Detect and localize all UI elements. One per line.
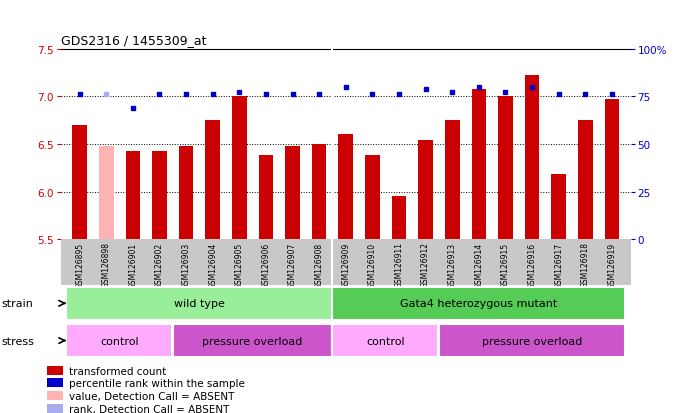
Bar (332, 324, 439, 357)
Text: GSM126901: GSM126901 (128, 242, 138, 288)
Text: GSM126895: GSM126895 (75, 242, 84, 288)
Bar (392, 197, 406, 240)
Bar (285, 147, 300, 240)
Bar (551, 175, 566, 240)
Text: stress: stress (1, 336, 34, 346)
Bar (73, 126, 87, 240)
Bar (47, 404, 63, 413)
Bar (47, 366, 63, 375)
Text: pressure overload: pressure overload (203, 336, 303, 346)
Text: GSM126918: GSM126918 (581, 242, 590, 288)
Bar (525, 76, 540, 240)
Text: GSM126904: GSM126904 (208, 242, 217, 288)
Text: percentile rank within the sample: percentile rank within the sample (69, 378, 245, 388)
Text: wild type: wild type (174, 299, 225, 309)
Bar (578, 121, 593, 240)
Bar (418, 141, 433, 240)
Bar (498, 97, 513, 240)
Bar (232, 97, 247, 240)
Bar (445, 121, 460, 240)
Text: GSM126916: GSM126916 (527, 242, 536, 288)
Bar (605, 100, 619, 240)
Bar (338, 135, 353, 240)
Bar (99, 147, 114, 240)
Bar (125, 151, 140, 240)
Text: control: control (366, 336, 405, 346)
Text: GSM126905: GSM126905 (235, 242, 244, 288)
Text: Gata4 heterozygous mutant: Gata4 heterozygous mutant (400, 299, 557, 309)
Text: GSM126908: GSM126908 (315, 242, 323, 288)
Bar (173, 324, 332, 357)
Bar (179, 147, 193, 240)
Text: pressure overload: pressure overload (482, 336, 582, 346)
Text: GSM126913: GSM126913 (447, 242, 457, 288)
Text: GSM126914: GSM126914 (475, 242, 483, 288)
Bar (66, 324, 172, 357)
Bar (365, 156, 380, 240)
Text: GSM126907: GSM126907 (288, 242, 297, 288)
Bar (47, 378, 63, 387)
Text: GSM126898: GSM126898 (102, 242, 111, 288)
Text: GSM126903: GSM126903 (182, 242, 191, 288)
Text: GSM126919: GSM126919 (607, 242, 616, 288)
Bar (439, 324, 624, 357)
Bar (332, 287, 624, 320)
Bar (205, 121, 220, 240)
Text: GSM126917: GSM126917 (554, 242, 563, 288)
Bar (152, 151, 167, 240)
Text: GSM126911: GSM126911 (395, 242, 403, 288)
Bar (312, 145, 327, 240)
Text: rank, Detection Call = ABSENT: rank, Detection Call = ABSENT (69, 404, 230, 413)
Text: GSM126915: GSM126915 (501, 242, 510, 288)
Text: GSM126902: GSM126902 (155, 242, 164, 288)
Text: GSM126906: GSM126906 (262, 242, 271, 288)
Bar (471, 90, 486, 240)
Text: value, Detection Call = ABSENT: value, Detection Call = ABSENT (69, 391, 235, 401)
Text: strain: strain (1, 299, 33, 309)
Bar (66, 287, 332, 320)
Bar (47, 391, 63, 400)
Text: control: control (100, 336, 139, 346)
Text: GSM126909: GSM126909 (341, 242, 351, 288)
Bar (258, 156, 273, 240)
Text: GSM126912: GSM126912 (421, 242, 430, 288)
Text: GDS2316 / 1455309_at: GDS2316 / 1455309_at (61, 34, 207, 47)
Text: GSM126910: GSM126910 (368, 242, 377, 288)
Text: transformed count: transformed count (69, 366, 167, 376)
